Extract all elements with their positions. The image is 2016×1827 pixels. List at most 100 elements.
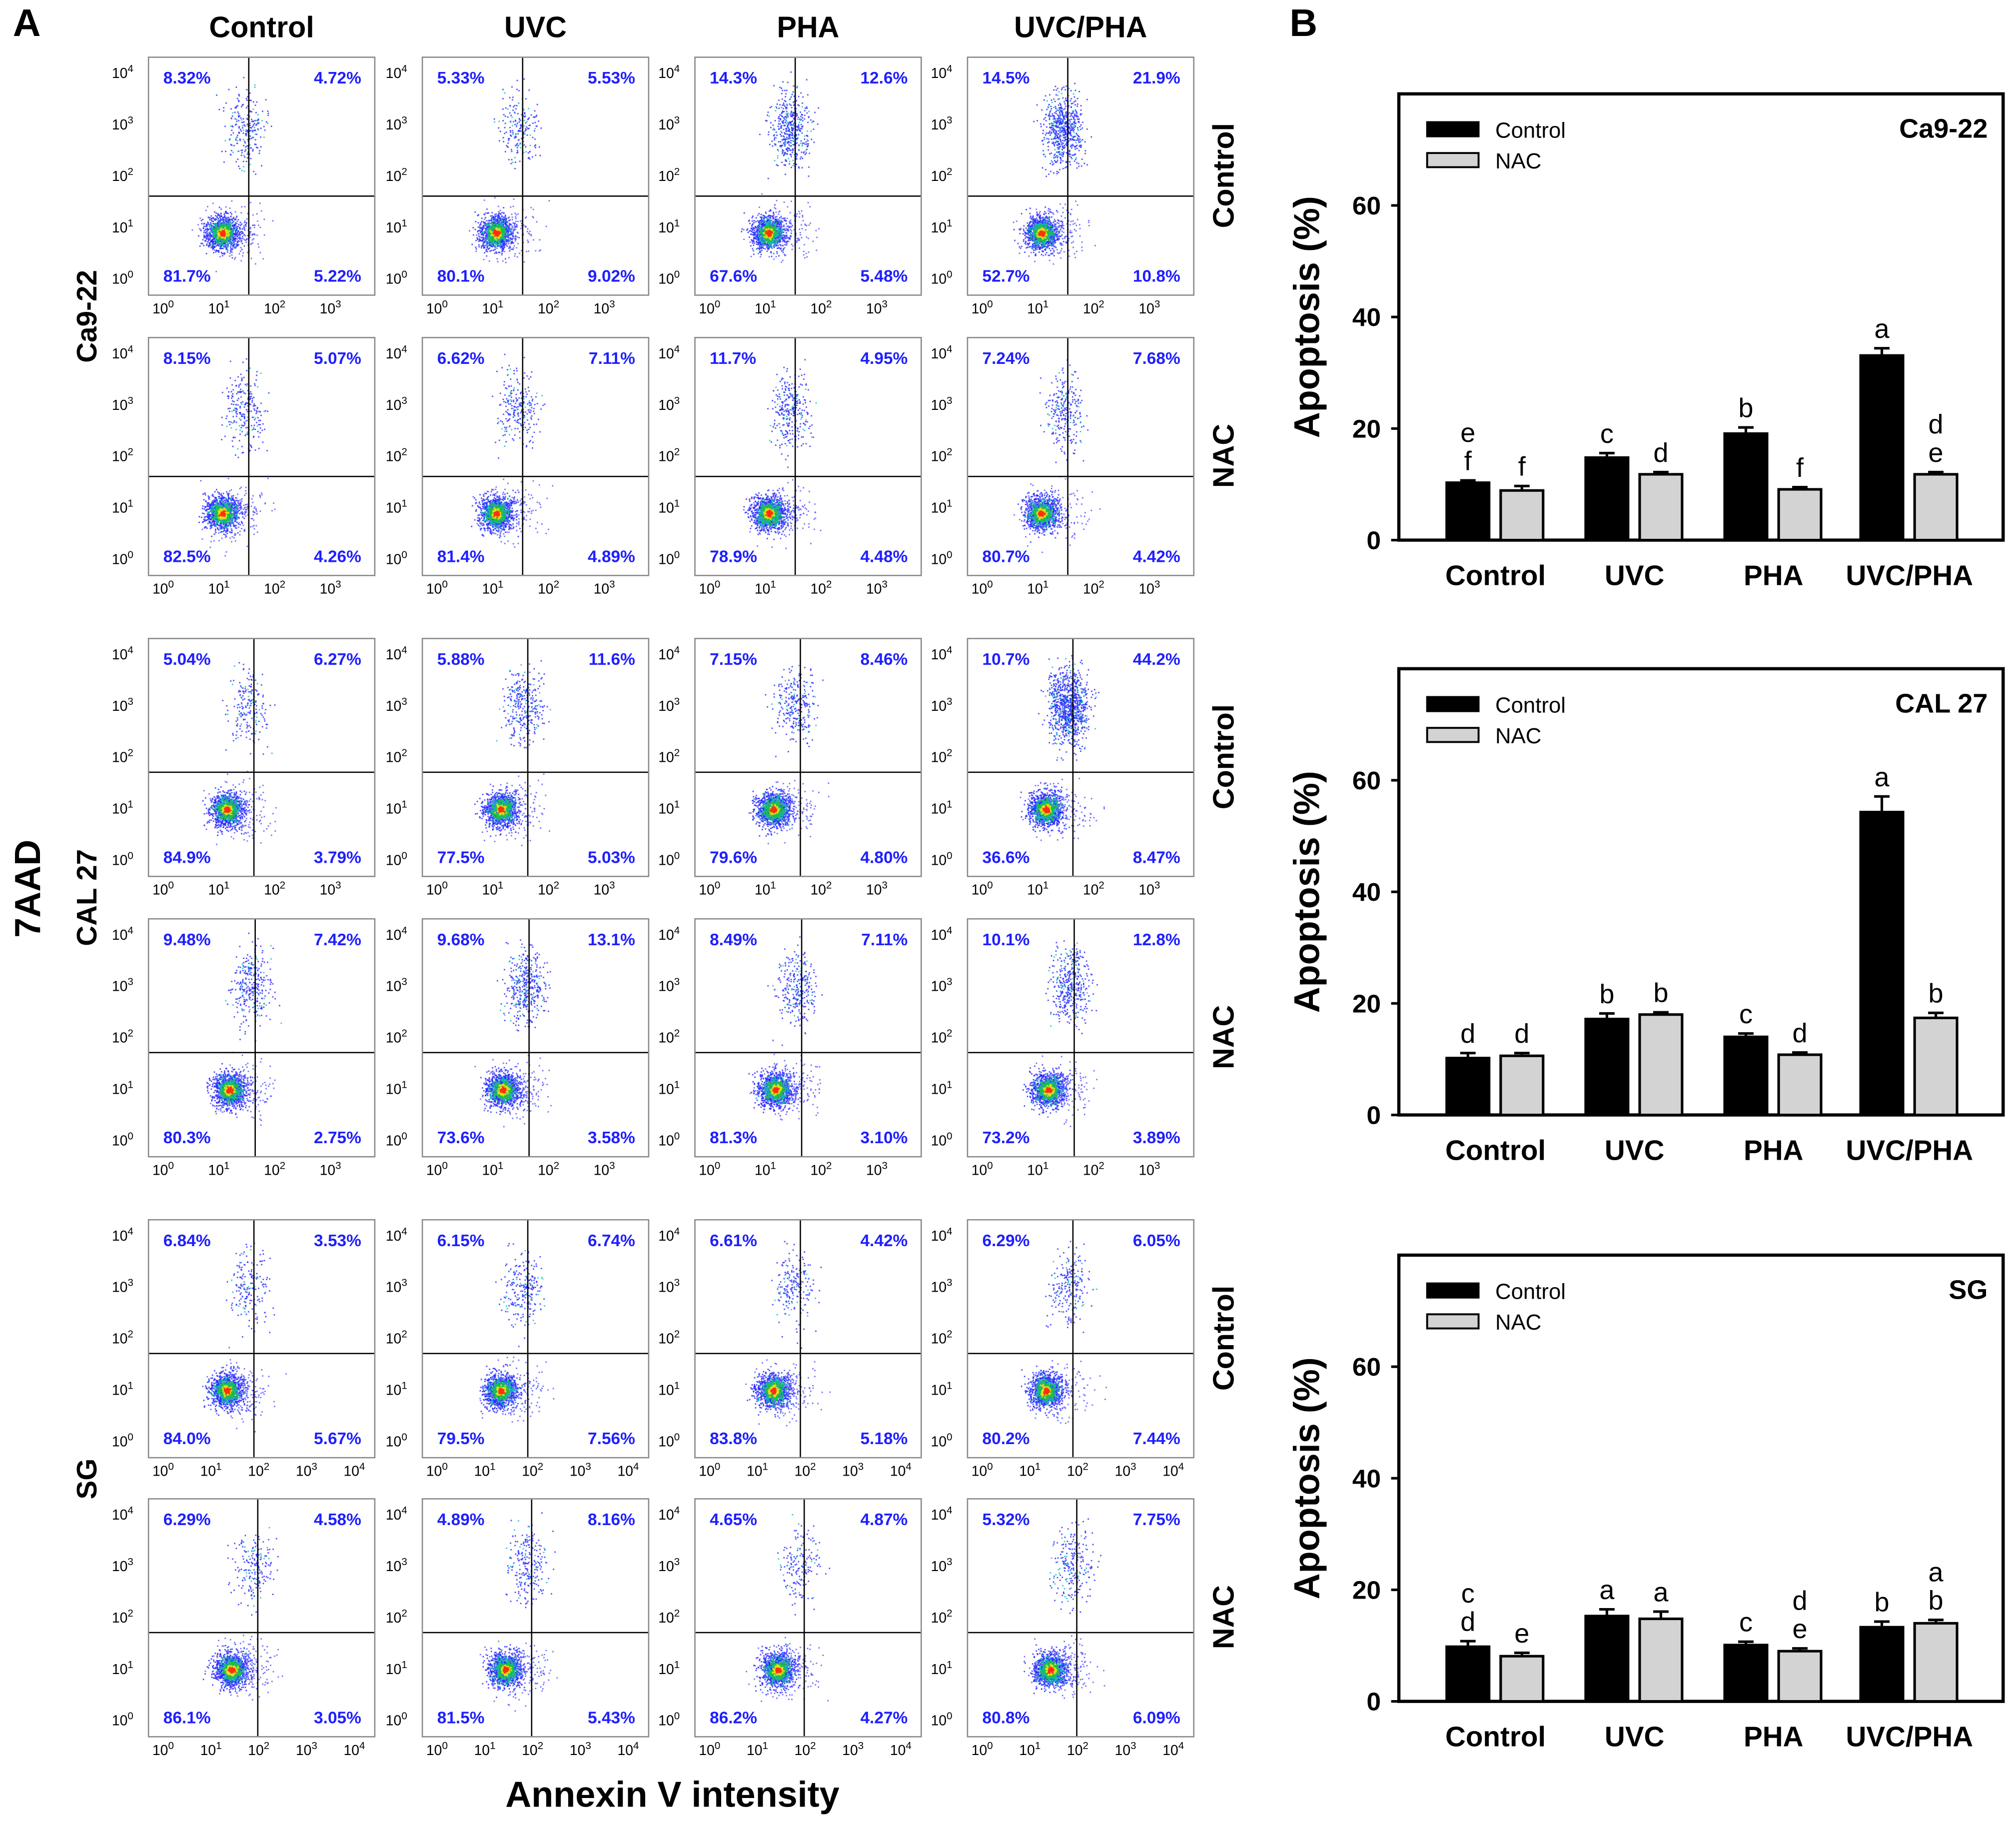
y-tick-label: 101 — [658, 498, 680, 517]
y-tick-label: 104 — [931, 1505, 953, 1524]
y-tick-label: 104 — [931, 644, 953, 663]
tick-base: 10 — [111, 1082, 128, 1098]
tick-exponent: 0 — [127, 549, 133, 561]
y-tick-label: 0 — [1366, 526, 1381, 555]
y-tick-label: 104 — [112, 925, 133, 944]
y-tick-label: 101 — [931, 217, 953, 236]
tick-exponent: 4 — [127, 343, 133, 355]
tick-exponent: 0 — [987, 1740, 993, 1752]
y-tick-label: 103 — [386, 395, 407, 414]
bar-nac — [1777, 1053, 1823, 1117]
tick-exponent: 2 — [947, 747, 953, 759]
tick-exponent: 3 — [127, 1556, 133, 1568]
y-tick-label: 100 — [931, 1431, 953, 1450]
tick-base: 10 — [385, 1082, 402, 1098]
tick-exponent: 3 — [882, 578, 888, 590]
quadrant-lower-left-percent: 80.2% — [982, 1429, 1030, 1448]
tick-base: 10 — [264, 883, 280, 899]
tick-base: 10 — [152, 1464, 168, 1480]
y-tick-label: 60 — [1352, 766, 1381, 795]
bar-control — [1445, 1057, 1491, 1117]
quadrant-lower-left-percent: 80.3% — [163, 1128, 211, 1147]
y-tick-label: 103 — [658, 1556, 680, 1575]
quadrant-lower-left-percent: 79.6% — [710, 847, 757, 867]
tick-exponent: 1 — [1042, 1160, 1049, 1172]
y-tick-label: 101 — [658, 217, 680, 236]
y-tick-label: 104 — [386, 63, 407, 82]
tick-base: 10 — [152, 1743, 168, 1759]
significance-letter: c — [1739, 1608, 1753, 1638]
significance-letter: e — [1929, 438, 1944, 468]
category-label: UVC — [1605, 1135, 1664, 1166]
cell-line-label: CAL 27 — [70, 849, 103, 946]
tick-exponent: 2 — [127, 747, 133, 759]
y-tick-label: 102 — [386, 747, 407, 766]
tick-exponent: 3 — [609, 578, 615, 590]
quadrant-upper-right-percent: 4.87% — [860, 1510, 908, 1529]
y-tick-label: 100 — [112, 269, 133, 288]
quadrant-upper-right-percent: 5.07% — [314, 348, 361, 368]
quadrant-upper-left-percent: 11.7% — [710, 348, 757, 368]
gate-horizontal — [149, 771, 374, 773]
bar-control — [1723, 1644, 1769, 1703]
tick-base: 10 — [842, 1464, 858, 1480]
quadrant-lower-left-percent: 81.3% — [710, 1128, 757, 1147]
tick-exponent: 1 — [1042, 879, 1049, 891]
tick-base: 10 — [111, 1714, 128, 1730]
gate-horizontal — [423, 1632, 648, 1634]
tick-base: 10 — [754, 582, 771, 598]
quadrant-lower-left-percent: 77.5% — [437, 847, 485, 867]
tick-exponent: 3 — [401, 394, 407, 406]
scatter-density — [423, 338, 651, 578]
tick-base: 10 — [931, 220, 947, 236]
tick-exponent: 1 — [401, 798, 407, 810]
row-label-treatment: Control — [1206, 704, 1240, 810]
tick-base: 10 — [658, 1508, 674, 1524]
tick-exponent: 1 — [674, 1079, 680, 1091]
tick-base: 10 — [385, 501, 402, 517]
tick-base: 10 — [208, 582, 224, 598]
y-tick-label: 104 — [658, 63, 680, 82]
tick-base: 10 — [866, 582, 882, 598]
x-tick-label: 101 — [482, 298, 503, 317]
tick-base: 10 — [111, 1508, 128, 1524]
tick-exponent: 1 — [947, 1079, 953, 1091]
tick-exponent: 2 — [674, 747, 680, 759]
tick-base: 10 — [617, 1743, 633, 1759]
tick-exponent: 2 — [674, 1328, 680, 1340]
gate-vertical — [255, 919, 256, 1156]
tick-exponent: 2 — [826, 578, 832, 590]
tick-exponent: 2 — [127, 1607, 133, 1620]
tick-exponent: 1 — [674, 497, 680, 509]
gate-horizontal — [695, 771, 921, 773]
tick-exponent: 3 — [609, 1160, 615, 1172]
gate-vertical — [522, 338, 524, 575]
y-tick-label: 102 — [658, 446, 680, 465]
x-tick-label: 101 — [747, 1461, 768, 1480]
tick-exponent: 3 — [335, 298, 341, 310]
quadrant-lower-left-percent: 73.6% — [437, 1128, 485, 1147]
quadrant-lower-left-percent: 81.5% — [437, 1708, 485, 1728]
tick-base: 10 — [746, 1743, 763, 1759]
tick-base: 10 — [385, 66, 402, 82]
tick-base: 10 — [385, 449, 402, 465]
tick-exponent: 2 — [674, 1027, 680, 1039]
y-tick-label: 102 — [931, 1608, 953, 1627]
scatter-density — [968, 1220, 1196, 1460]
y-tick-label: 103 — [658, 976, 680, 995]
x-tick-label: 103 — [296, 1461, 317, 1480]
tick-base: 10 — [931, 853, 947, 869]
tick-base: 10 — [152, 301, 168, 317]
quadrant-upper-left-percent: 5.33% — [437, 68, 485, 87]
tick-exponent: 0 — [168, 879, 174, 891]
y-tick-label: 100 — [658, 1431, 680, 1450]
quadrant-upper-right-percent: 12.6% — [860, 68, 908, 87]
tick-base: 10 — [385, 117, 402, 133]
tick-base: 10 — [111, 169, 128, 185]
gate-horizontal — [423, 1353, 648, 1355]
gate-horizontal — [695, 1353, 921, 1355]
significance-letter: d — [1460, 1019, 1475, 1049]
significance-letter: a — [1653, 1577, 1669, 1607]
x-tick-label: 100 — [152, 1461, 174, 1480]
legend-label-control: Control — [1495, 118, 1566, 142]
